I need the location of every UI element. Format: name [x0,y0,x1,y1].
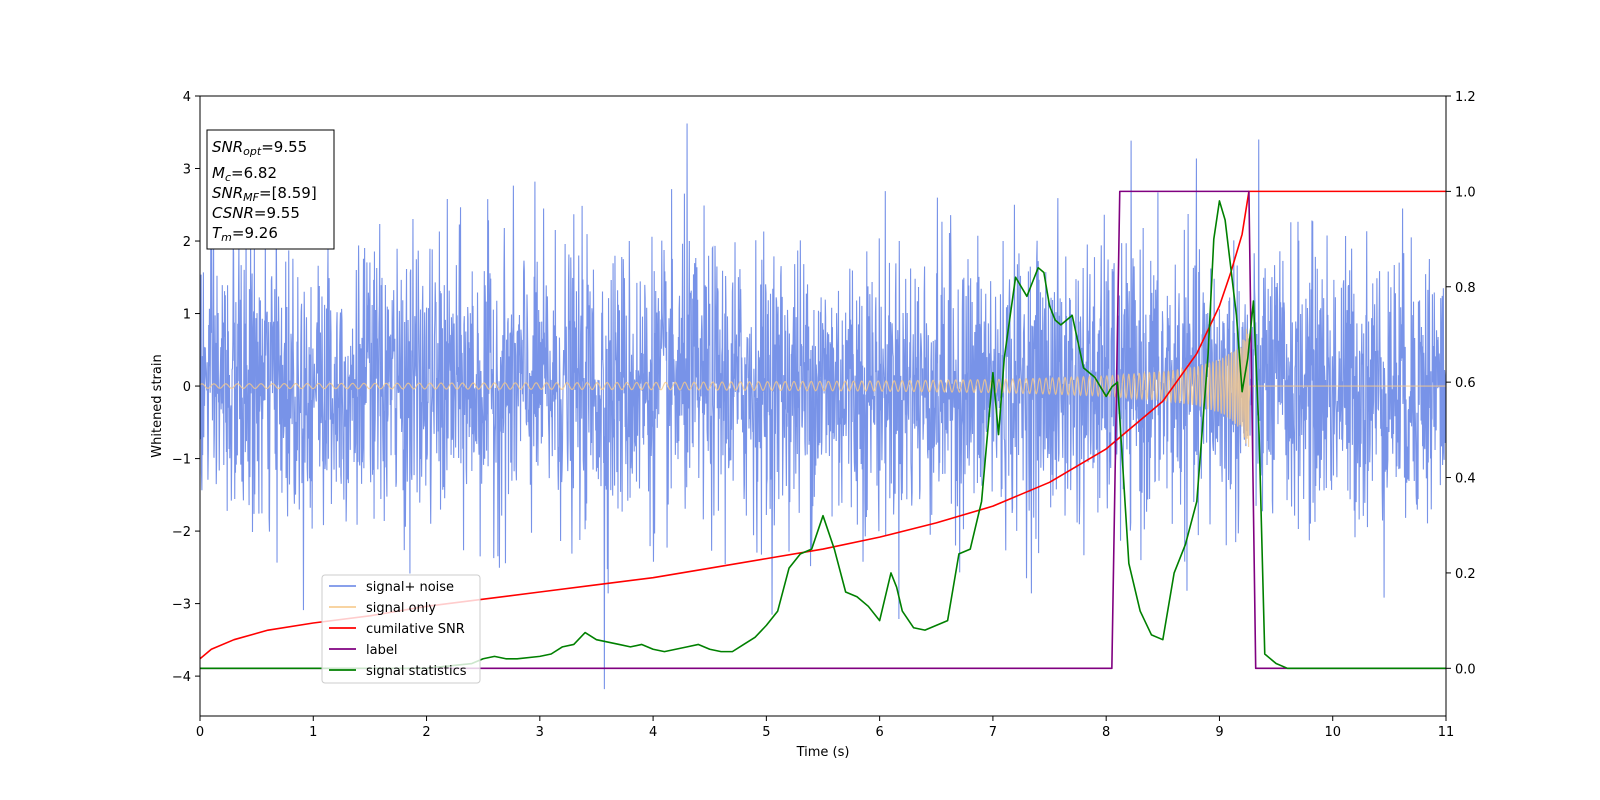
signal-statistics-line [200,200,1446,670]
y-right-tick-label: 0.8 [1455,281,1476,296]
right-y-axis: 0.0 0.2 0.4 0.6 0.8 1.0 1.2 [1446,90,1476,677]
info-mc-value: =6.82 [231,164,277,182]
info-snr-mf-name: SNR [212,184,243,202]
info-snr-opt-sub: opt [243,145,262,158]
x-tick-label: 10 [1324,725,1341,740]
x-tick-label: 8 [1102,725,1110,740]
info-snr-mf-sub: MF [243,191,259,204]
y-right-tick-label: 0.6 [1455,376,1476,391]
info-snr-opt: SNRopt=9.55 [212,138,307,158]
x-tick-label: 7 [989,725,997,740]
legend-label: label [366,643,397,658]
y-left-tick-label: 1 [183,308,191,323]
info-tm-value: =9.26 [232,224,278,242]
x-tick-label: 3 [536,725,544,740]
y-left-tick-label: 3 [183,163,191,178]
x-tick-label: 9 [1215,725,1223,740]
signal-only-line [200,328,1446,447]
x-tick-label: 4 [649,725,657,740]
x-tick-label: 2 [422,725,430,740]
info-mc-name: M [212,164,225,182]
legend-label: cumilative SNR [366,622,465,637]
info-csnr-name: CSNR [212,204,254,222]
legend-frame [321,574,481,684]
info-csnr-value: =9.55 [254,204,300,222]
x-tick-label: 1 [309,725,317,740]
legend-label: signal statistics [366,664,467,679]
x-axis: 0 1 2 3 4 5 6 7 8 9 10 11 [196,716,1454,740]
info-snr-mf-value: =[8.59] [259,184,317,202]
y-axis-label-left: Whitened strain [150,354,165,457]
y-left-tick-label: −4 [172,670,191,685]
info-mc: Mc=6.82 [212,164,277,184]
y-right-tick-label: 0.0 [1455,662,1476,677]
info-snr-mf: SNRMF=[8.59] [212,184,317,204]
legend-label: signal only [366,601,436,616]
y-right-tick-label: 0.4 [1455,472,1476,487]
info-tm: Tm=9.26 [212,224,278,244]
x-tick-label: 0 [196,725,204,740]
x-axis-label: Time (s) [796,745,850,760]
y-left-tick-label: −2 [172,525,191,540]
noise-series-layer [200,123,1446,690]
left-y-axis: −4 −3 −2 −1 0 1 2 3 4 [172,90,200,685]
plot-frame [199,95,1447,717]
y-left-tick-label: 2 [183,235,191,250]
info-tm-name: T [212,224,223,242]
noise-series-line [200,123,1446,690]
info-snr-opt-value: =9.55 [261,138,307,156]
info-box-frame [206,129,335,250]
x-tick-label: 11 [1438,725,1455,740]
y-right-tick-label: 1.2 [1455,90,1476,105]
info-snr-opt-name: SNR [212,138,243,156]
x-tick-label: 5 [762,725,770,740]
info-box: SNRopt=9.55 Mc=6.82 SNRMF=[8.59] CSNR=9.… [206,129,335,250]
x-tick-label: 6 [875,725,883,740]
signal-series-layer [200,328,1446,447]
y-left-tick-label: 4 [183,90,191,105]
info-mc-sub: c [225,171,231,184]
y-left-tick-label: −1 [172,453,191,468]
info-tm-sub: m [221,231,232,244]
y-right-tick-label: 0.2 [1455,567,1476,582]
legend: signal+ noise signal only cumilative SNR la… [321,574,481,684]
y-left-tick-label: −3 [172,598,191,613]
y-left-tick-label: 0 [183,380,191,395]
plot-layer [200,123,1446,690]
info-csnr: CSNR=9.55 [212,204,300,222]
legend-entries: signal+ noise signal only cumilative SNR la… [329,580,467,679]
y-right-tick-label: 1.0 [1455,185,1476,200]
legend-label: signal+ noise [366,580,454,595]
